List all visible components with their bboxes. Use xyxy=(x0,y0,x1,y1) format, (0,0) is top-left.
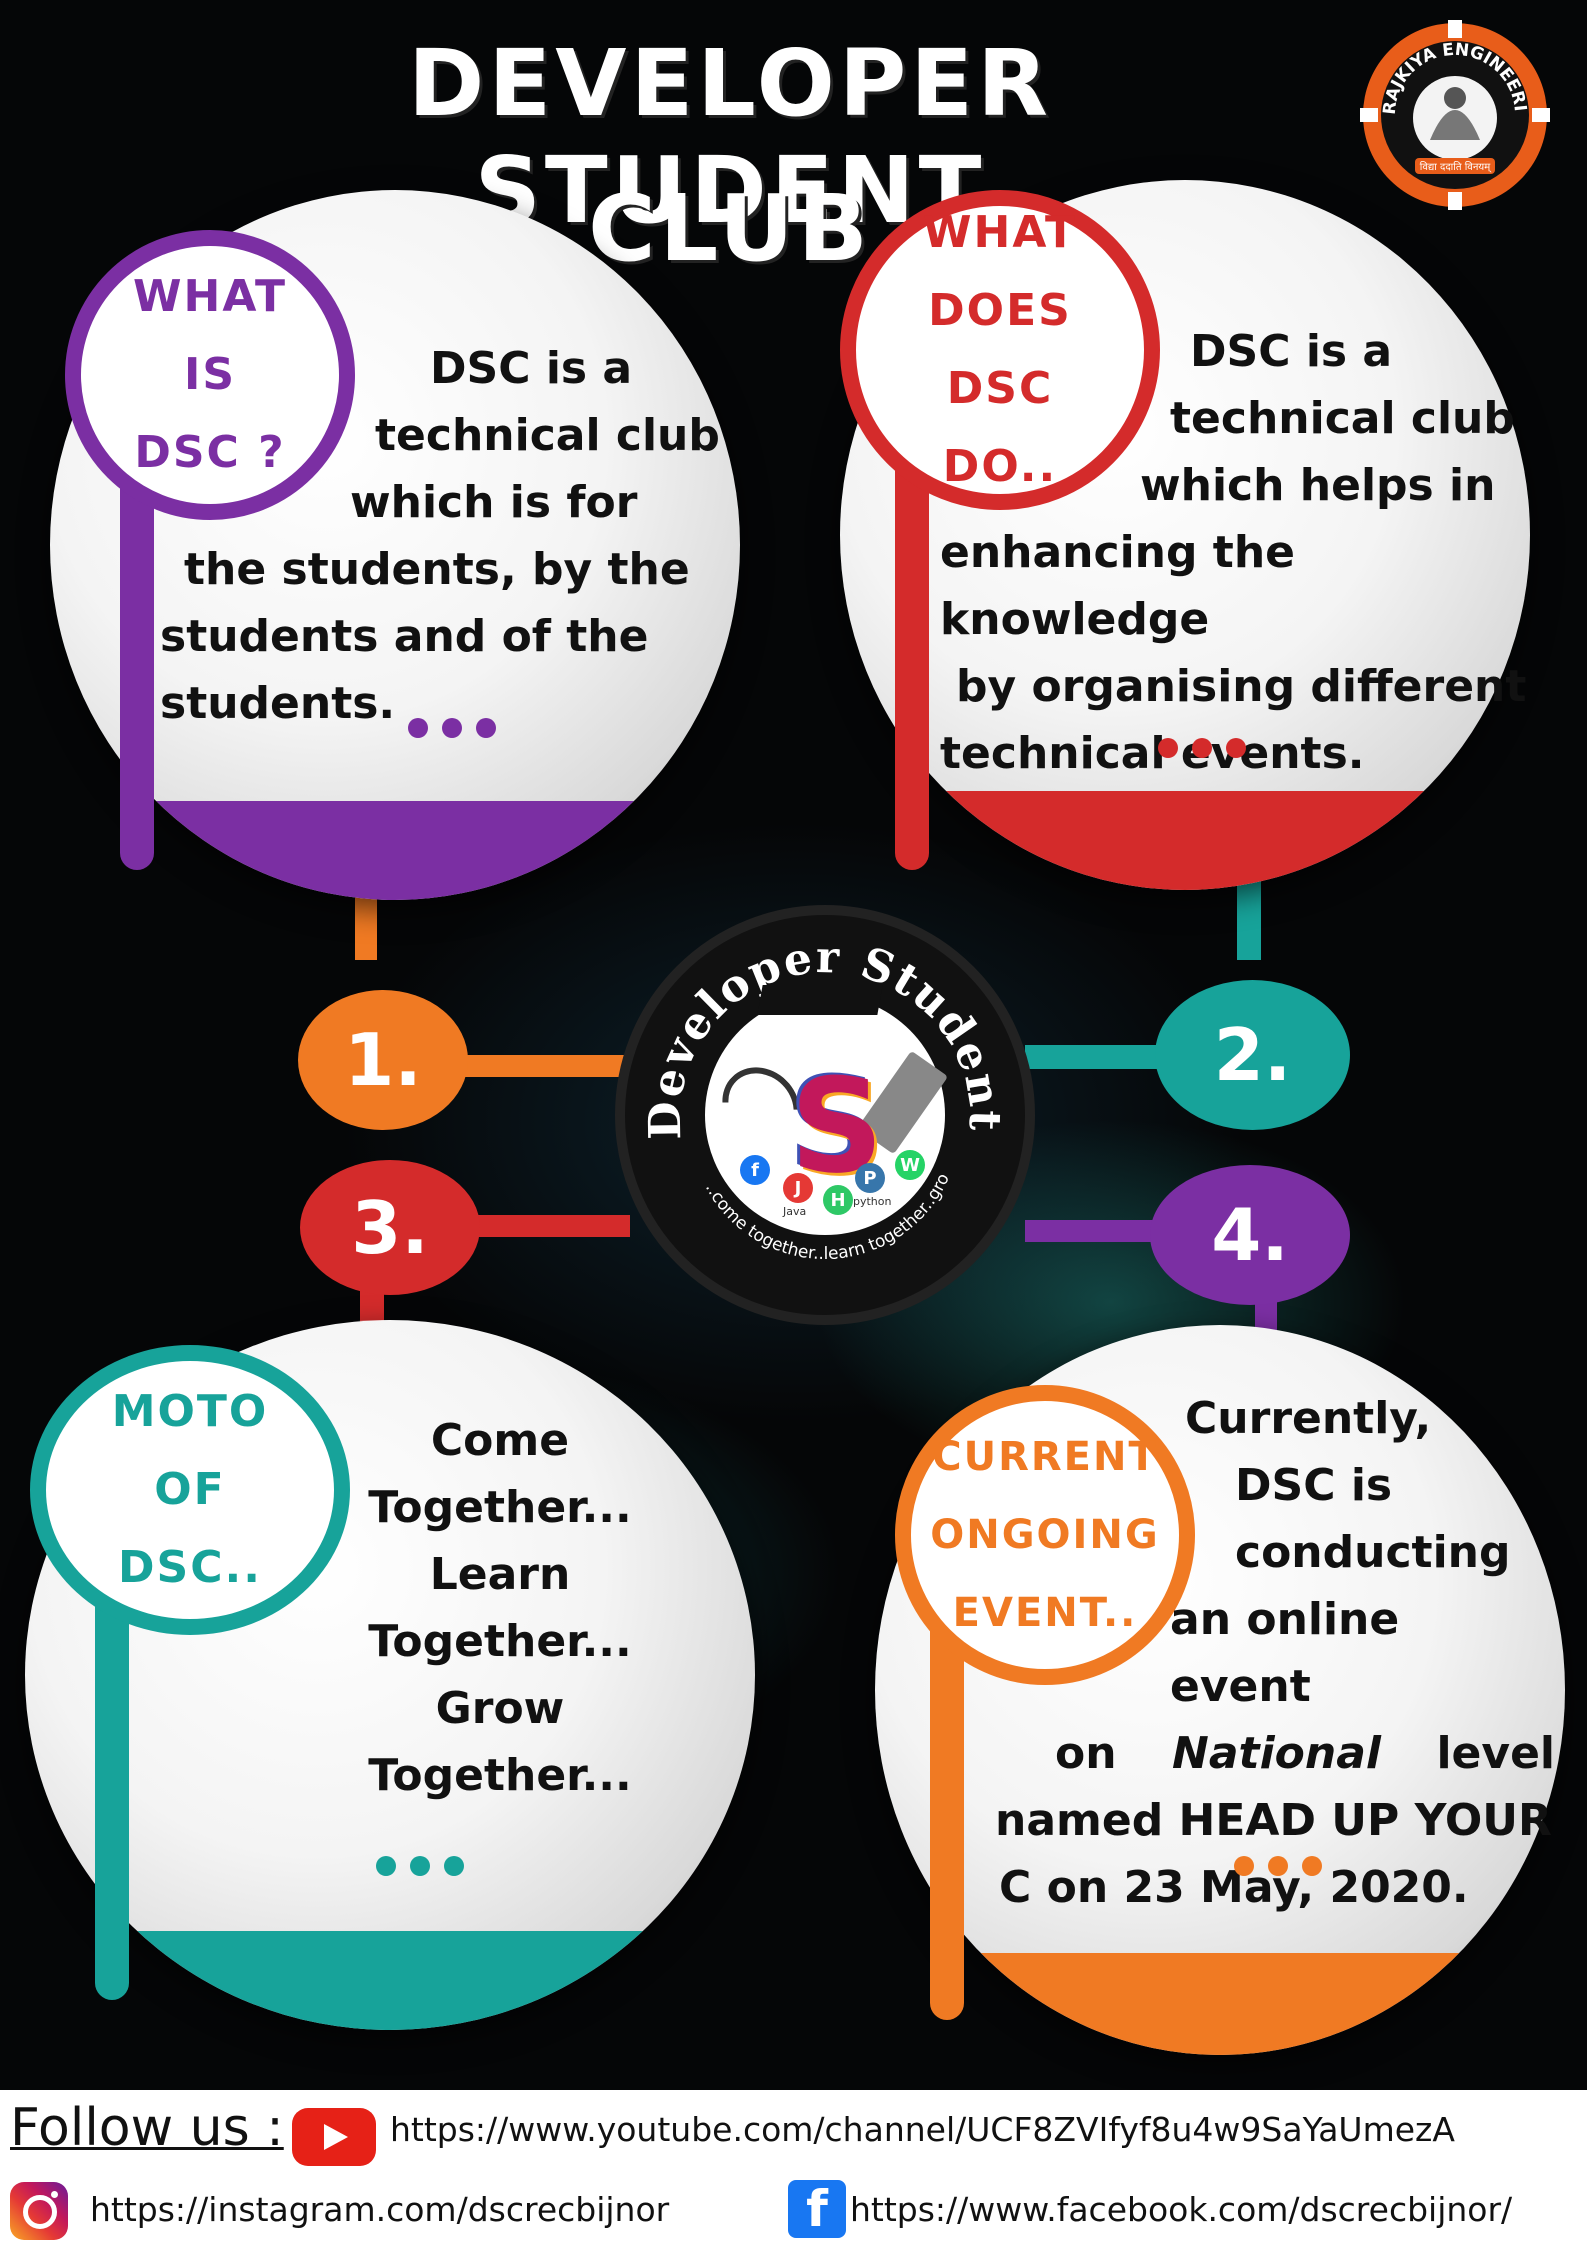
section-moto-of-dsc-body: Come Together... Learn Together... Grow … xyxy=(340,1407,660,1809)
body-line-national: on National level xyxy=(995,1720,1555,1787)
body-line: Together... xyxy=(368,1750,632,1801)
instagram-link[interactable]: https://instagram.com/dscrecbijnor xyxy=(90,2190,670,2229)
body-line: C on 23 May, 2020. xyxy=(999,1862,1469,1913)
ellipsis-dots xyxy=(1158,738,1246,758)
body-line: students. xyxy=(160,678,396,729)
section-what-is-dsc-body: DSC is a technical club which is for the… xyxy=(160,335,740,737)
facebook-link[interactable]: https://www.facebook.com/dscrecbijnor/ xyxy=(850,2190,1513,2229)
label-line: WHAT xyxy=(922,207,1077,258)
python-icon: P xyxy=(855,1163,885,1193)
footer: Follow us : https://www.youtube.com/chan… xyxy=(0,2090,1587,2245)
body-line: an online event xyxy=(1170,1594,1400,1712)
body-word-italic: National xyxy=(1172,1728,1381,1779)
body-line: technical club xyxy=(375,410,720,461)
ellipsis-dots xyxy=(1234,1856,1322,1876)
body-line: DSC is a xyxy=(1190,326,1393,377)
section-current-ongoing-event-body: Currently, DSC is conducting an online e… xyxy=(995,1385,1555,1921)
label-line: EVENT.. xyxy=(952,1590,1138,1636)
connector-1-horizontal xyxy=(460,1055,635,1077)
page-title-line-2: CLUB xyxy=(588,175,872,282)
label-line: DO.. xyxy=(942,441,1058,492)
label-line: DSC ? xyxy=(134,427,286,478)
body-line: Come xyxy=(430,1415,570,1466)
sphere-accent-band xyxy=(25,1930,755,2030)
body-line: which helps in xyxy=(1140,460,1496,511)
label-line: ONGOING xyxy=(930,1512,1160,1558)
graduation-cap-icon xyxy=(757,985,883,1015)
follow-us-label: Follow us : xyxy=(10,2098,284,2158)
body-line: by organising different xyxy=(956,661,1527,712)
label-line: CURRENT xyxy=(932,1434,1158,1480)
dsc-center-logo: Developer Student Club ..come together..… xyxy=(615,905,1035,1325)
ellipsis-dots xyxy=(376,1856,464,1876)
connector-1-upper xyxy=(355,880,377,960)
java-label: Java xyxy=(783,1205,807,1218)
label-line: MOTO xyxy=(111,1386,269,1437)
college-logo-motto: विद्या ददाति विनयम् xyxy=(1420,161,1492,173)
number-badge-3: 3. xyxy=(300,1160,480,1295)
whatsapp-icon: W xyxy=(895,1150,925,1180)
section-what-does-dsc-do-body: DSC is a technical club which helps in e… xyxy=(940,318,1560,787)
connector-2-upper xyxy=(1237,880,1261,960)
body-line: enhancing the knowledge xyxy=(940,527,1296,645)
label-moto-of-dsc: MOTO OF DSC.. xyxy=(30,1345,350,1635)
python-label: python xyxy=(853,1195,892,1208)
body-line: Together... xyxy=(368,1616,632,1667)
label-current-ongoing-event: CURRENT ONGOING EVENT.. xyxy=(895,1385,1195,1685)
college-logo: RAJKIYA ENGINEERING COLLEGE BIJNOR विद्य… xyxy=(1360,20,1550,210)
page-title-line-1: DEVELOPER STUDENT xyxy=(408,30,1052,244)
number-badge-1: 1. xyxy=(298,990,468,1130)
body-line: the students, by the xyxy=(184,544,690,595)
label-line: DSC.. xyxy=(118,1542,262,1593)
body-line: technical events. xyxy=(940,728,1365,779)
hackerrank-icon: H xyxy=(823,1185,853,1215)
body-line: Together... xyxy=(368,1482,632,1533)
label-line: WHAT xyxy=(132,271,287,322)
sphere-accent-band xyxy=(840,790,1530,890)
body-line: DSC is xyxy=(1235,1460,1393,1511)
label-line: OF xyxy=(154,1464,226,1515)
body-line: which is for xyxy=(350,477,638,528)
body-line: DSC is a xyxy=(430,343,633,394)
label-line: IS xyxy=(183,349,237,400)
label-line: DOES xyxy=(928,285,1072,336)
number-badge-2: 2. xyxy=(1155,980,1350,1130)
body-word: on xyxy=(1055,1728,1117,1779)
body-line: named HEAD UP YOUR xyxy=(995,1795,1552,1846)
body-line: Currently, xyxy=(1185,1393,1432,1444)
logo-badge: S f J Java H P python W xyxy=(705,985,949,1235)
body-line: students and of the xyxy=(160,611,649,662)
youtube-link[interactable]: https://www.youtube.com/channel/UCF8ZVIf… xyxy=(390,2110,1455,2149)
body-line: Learn xyxy=(429,1549,571,1600)
youtube-icon[interactable] xyxy=(292,2108,376,2166)
label-line: DSC xyxy=(946,363,1054,414)
sphere-accent-band xyxy=(875,1952,1565,2055)
java-icon: J xyxy=(783,1173,813,1203)
body-line: technical club xyxy=(1170,393,1515,444)
number-badge-4: 4. xyxy=(1150,1165,1350,1305)
facebook-icon[interactable]: f xyxy=(788,2180,846,2238)
ellipsis-dots xyxy=(408,718,496,738)
facebook-icon: f xyxy=(740,1155,770,1185)
body-line: conducting xyxy=(1235,1527,1511,1578)
instagram-icon[interactable] xyxy=(10,2182,68,2240)
connector-3-horizontal xyxy=(470,1215,630,1237)
body-line: Grow xyxy=(435,1683,565,1734)
sphere-accent-band xyxy=(50,800,740,900)
body-word: level xyxy=(1436,1728,1555,1779)
